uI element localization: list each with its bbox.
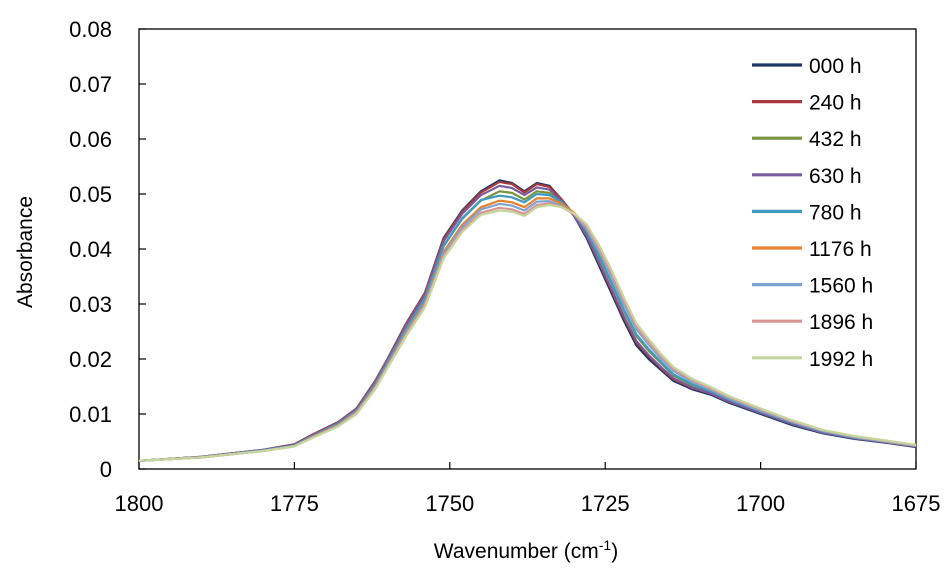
x-tick-label: 1700 (736, 491, 785, 516)
legend-label: 1896 h (809, 311, 873, 334)
y-tick-label: 0.04 (69, 237, 112, 262)
x-axis-title: Wavenumber (cm-1) (434, 537, 618, 563)
y-tick-label: 0.06 (69, 127, 112, 152)
legend-label: 1992 h (809, 348, 873, 371)
legend-label: 1176 h (809, 238, 872, 261)
x-tick-label: 1675 (892, 491, 941, 516)
series-line-780h (138, 192, 917, 462)
y-tick-label: 0 (100, 457, 112, 482)
y-tick-label: 0.01 (69, 402, 112, 427)
legend-label: 630 h (809, 165, 862, 188)
legend-label: 780 h (809, 201, 862, 224)
legend-label: 240 h (809, 92, 862, 115)
legend: 000 h 240 h 432 h 630 h 780 h 1176 h 1560 h 189… (752, 55, 873, 371)
x-tick-label: 1725 (581, 491, 630, 516)
series-line-1992h (138, 203, 917, 462)
x-axis-title-superscript: -1 (599, 537, 612, 553)
legend-label: 000 h (809, 55, 862, 78)
x-axis-ticks: 1800 1775 1750 1725 1700 1675 (115, 462, 941, 516)
y-tick-label: 0.08 (69, 17, 112, 42)
series-line-432h (138, 190, 917, 462)
y-axis-title: Absorbance (14, 196, 37, 308)
x-tick-label: 1800 (115, 491, 164, 516)
y-tick-label: 0.03 (69, 292, 112, 317)
series-layer (138, 179, 917, 462)
y-axis-ticks: 0 0.01 0.02 0.03 0.04 0.05 0.06 0.07 0.08 (69, 17, 146, 482)
y-tick-label: 0.07 (69, 72, 112, 97)
legend-label: 1560 h (809, 275, 873, 298)
x-tick-label: 1775 (270, 491, 319, 516)
series-line-630h (138, 184, 917, 462)
legend-label: 432 h (809, 128, 862, 151)
y-tick-label: 0.02 (69, 347, 112, 372)
x-tick-label: 1750 (425, 491, 474, 516)
y-tick-label: 0.05 (69, 182, 112, 207)
